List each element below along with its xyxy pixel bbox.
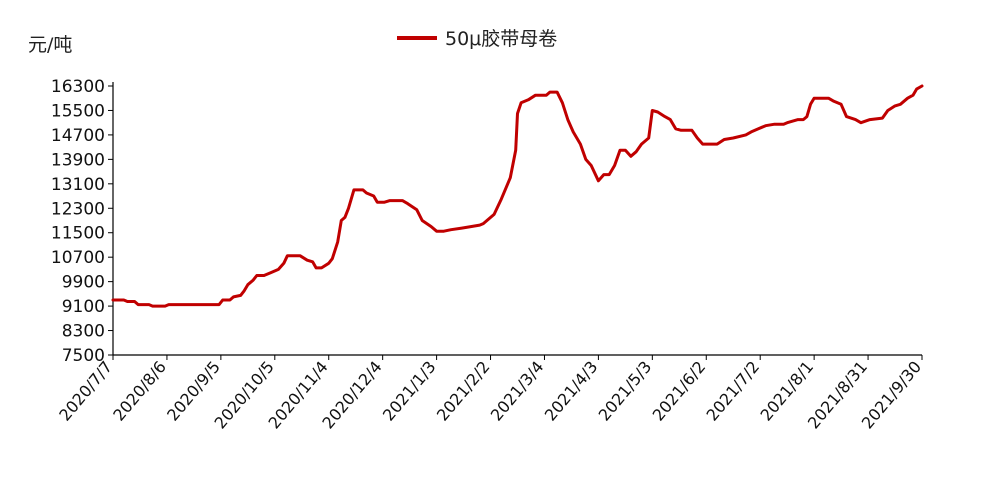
y-tick-label: 14700 [51,126,105,146]
y-tick-label: 15500 [51,101,105,121]
y-tick-label: 13900 [51,150,105,170]
legend-label: 50μ胶带母卷 [445,28,558,50]
legend: 50μ胶带母卷 [397,24,557,51]
y-tick-label: 11500 [51,224,105,244]
y-tick-label: 12300 [51,199,105,219]
y-tick-label: 7500 [62,346,105,366]
y-tick-label: 9100 [62,297,105,317]
y-tick-label: 13100 [51,175,105,195]
y-unit-label: 元/吨 [28,34,73,56]
x-tick-label: 2020/8/6 [109,357,170,424]
x-tick-label: 2021/2/2 [433,357,494,424]
x-tick-label: 2021/6/2 [649,357,710,424]
x-tick-label: 2021/5/3 [595,357,656,424]
x-tick-label: 2021/1/3 [379,357,440,424]
y-tick-label: 9900 [62,273,105,293]
series-line [111,84,924,308]
x-tick-label: 2021/3/4 [487,357,548,424]
y-tick-label: 16300 [51,77,105,97]
y-tick-label: 8300 [62,322,105,342]
y-tick-label: 10700 [51,248,105,268]
x-tick-label: 2020/7/7 [55,357,116,424]
x-tick-label: 2021/4/3 [541,357,602,424]
x-tick-label: 2021/7/2 [703,357,764,424]
legend-swatch [397,35,437,40]
